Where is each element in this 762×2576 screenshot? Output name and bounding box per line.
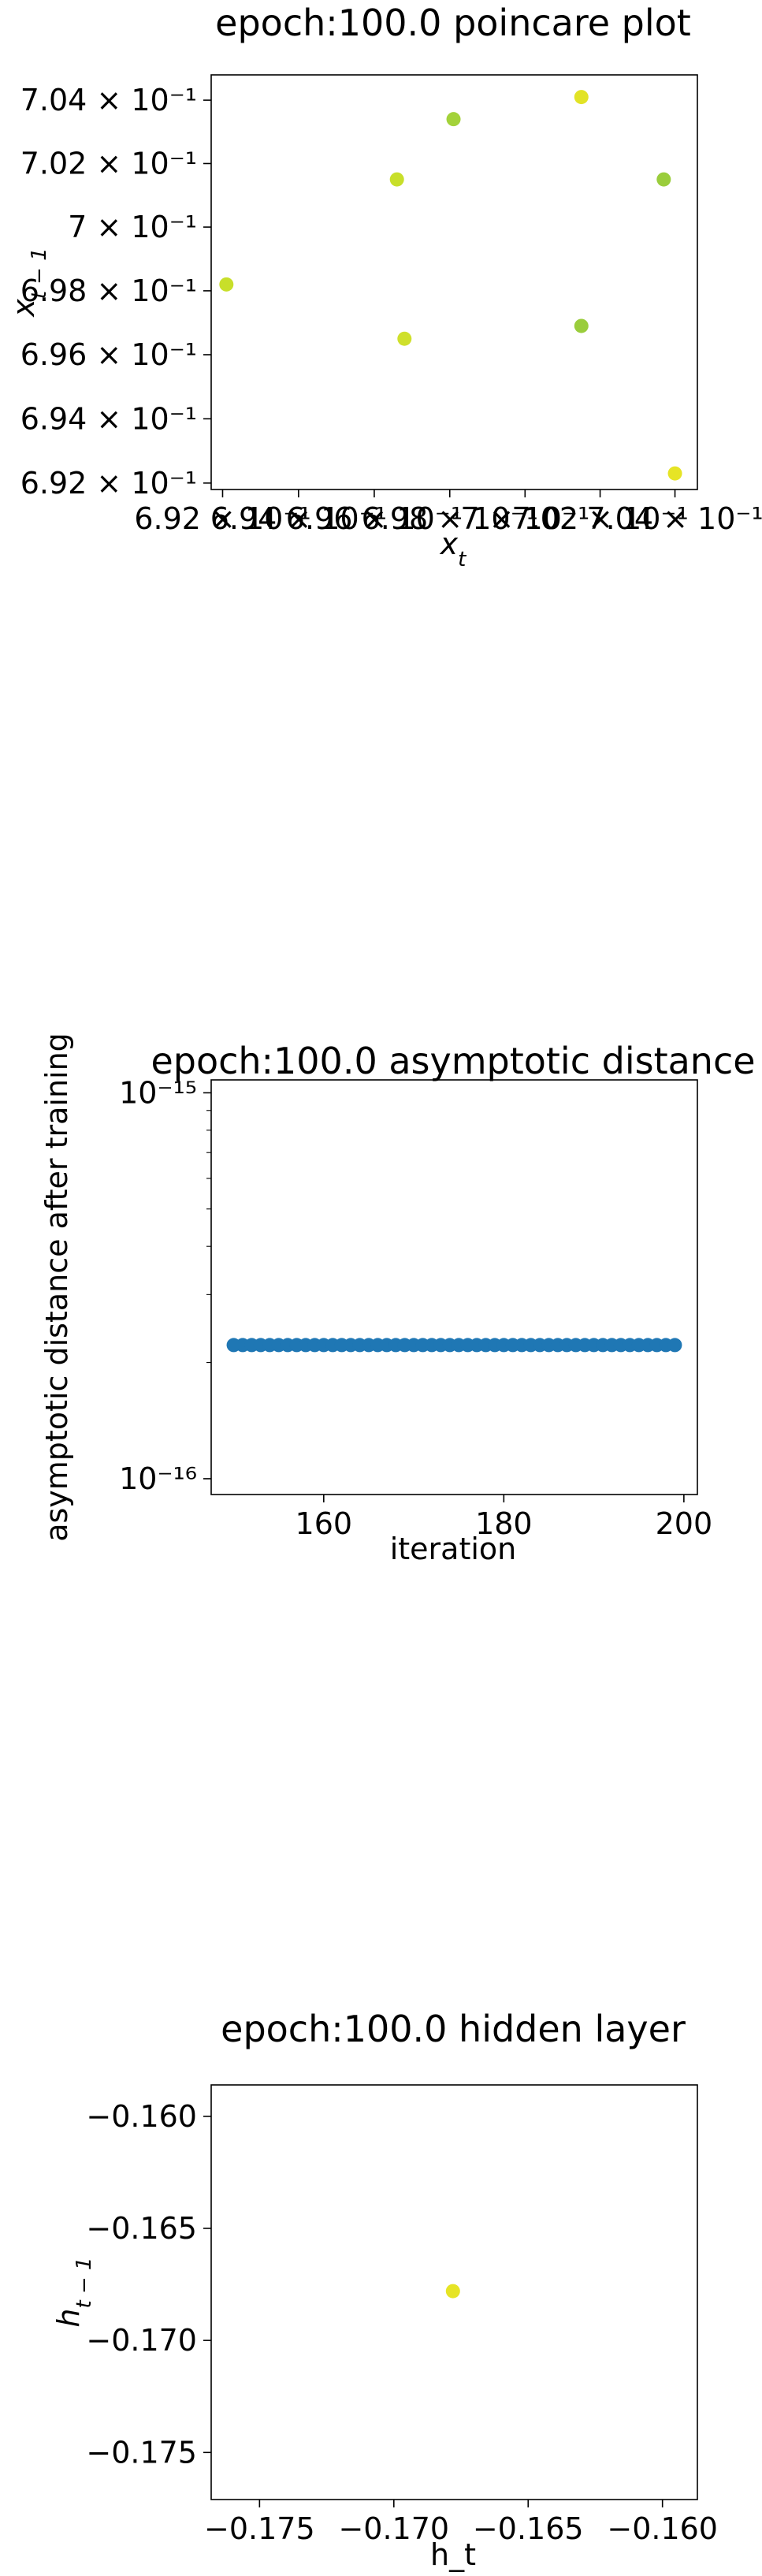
poincare-x-axis: 6.92 × 10⁻¹6.94 × 10⁻¹6.96 × 10⁻¹6.98 × …: [134, 490, 762, 536]
y-tick-label: 7 × 10⁻¹: [68, 210, 197, 244]
scatter-point: [574, 318, 589, 333]
hidden-layer-title: epoch:100.0 hidden layer: [221, 2008, 686, 2050]
scatter-point: [667, 1338, 682, 1353]
hidden-layer-points: [445, 2284, 460, 2299]
y-tick-label: 7.02 × 10⁻¹: [20, 146, 197, 181]
x-tick-label: −0.175: [204, 2511, 315, 2546]
scatter-point: [389, 172, 404, 187]
y-tick-label: 10⁻¹⁶: [119, 1461, 197, 1496]
scatter-point: [574, 90, 589, 105]
y-tick-label: −0.170: [86, 2323, 197, 2358]
x-tick-label: 200: [656, 1506, 713, 1541]
hidden-layer-y-axis: −0.160 −0.165 −0.170 −0.175: [86, 2099, 211, 2470]
scatter-point: [446, 112, 461, 127]
hidden-layer-x-label: h_t: [430, 2537, 476, 2572]
scatter-point: [656, 172, 671, 187]
x-tick-label: 6.92 × 10⁻¹: [134, 501, 310, 536]
scatter-point: [397, 331, 412, 346]
x-tick-label: 160: [296, 1506, 353, 1541]
poincare-points: [219, 90, 682, 481]
poincare-panel: epoch:100.0 poincare plot 6.92 × 10⁻¹6.9…: [6, 2, 762, 571]
scatter-point: [667, 466, 682, 481]
x-tick-label: 7.04 × 10⁻¹: [586, 501, 762, 536]
poincare-title: epoch:100.0 poincare plot: [215, 2, 691, 44]
x-tick-label: −0.165: [473, 2511, 584, 2546]
y-tick-label: 6.94 × 10⁻¹: [20, 401, 197, 436]
asymptotic-x-label: iteration: [390, 1532, 517, 1566]
y-tick-label: 10⁻¹⁵: [119, 1075, 197, 1110]
x-tick-label: 180: [475, 1506, 533, 1541]
y-tick-label: 6.98 × 10⁻¹: [20, 274, 197, 308]
y-tick-label: 7.04 × 10⁻¹: [20, 83, 197, 117]
hidden-layer-panel: epoch:100.0 hidden layer −0.160−0.165−0.…: [51, 2008, 718, 2572]
hidden-layer-plot-area: [210, 2084, 698, 2500]
x-tick-label: 7 × 10⁻¹: [460, 501, 589, 536]
asymptotic-title: epoch:100.0 asymptotic distance: [151, 1040, 755, 1082]
y-tick-label: −0.175: [86, 2435, 197, 2470]
y-tick-label: 6.96 × 10⁻¹: [20, 337, 197, 372]
x-tick-label: −0.160: [607, 2511, 718, 2546]
x-tick-label: 6.94 × 10⁻¹: [210, 501, 387, 536]
hidden-layer-y-label: ht − 1: [51, 2257, 96, 2327]
x-tick-label: 6.96 × 10⁻¹: [286, 501, 463, 536]
poincare-plot-area: [210, 74, 698, 490]
y-tick-label: −0.160: [86, 2099, 197, 2134]
x-tick-label: 7.02 × 10⁻¹: [511, 501, 688, 536]
poincare-y-axis: 6.92 × 10⁻¹ 6.94 × 10⁻¹ 6.96 × 10⁻¹ 6.98 × …: [20, 83, 211, 501]
asymptotic-y-axis: 10⁻¹⁶ 10⁻¹⁵: [119, 1075, 211, 1496]
y-tick-label: −0.165: [86, 2211, 197, 2246]
scatter-point: [219, 277, 234, 292]
asymptotic-panel: epoch:100.0 asymptotic distance 10⁻¹⁶10⁻…: [39, 1033, 756, 1566]
x-tick-label: 6.98 × 10⁻¹: [362, 501, 538, 536]
asymptotic-points: [226, 1338, 682, 1353]
y-tick-label: 6.92 × 10⁻¹: [20, 466, 197, 501]
asymptotic-x-axis: 160 180 200: [296, 1495, 713, 1541]
asymptotic-plot-area: [210, 1079, 698, 1495]
hidden-layer-x-axis: −0.175 −0.170 −0.165 −0.160: [204, 2500, 718, 2546]
x-tick-label: −0.170: [338, 2511, 449, 2546]
asymptotic-y-label: asymptotic distance after training: [39, 1033, 74, 1542]
scatter-point: [445, 2284, 460, 2299]
